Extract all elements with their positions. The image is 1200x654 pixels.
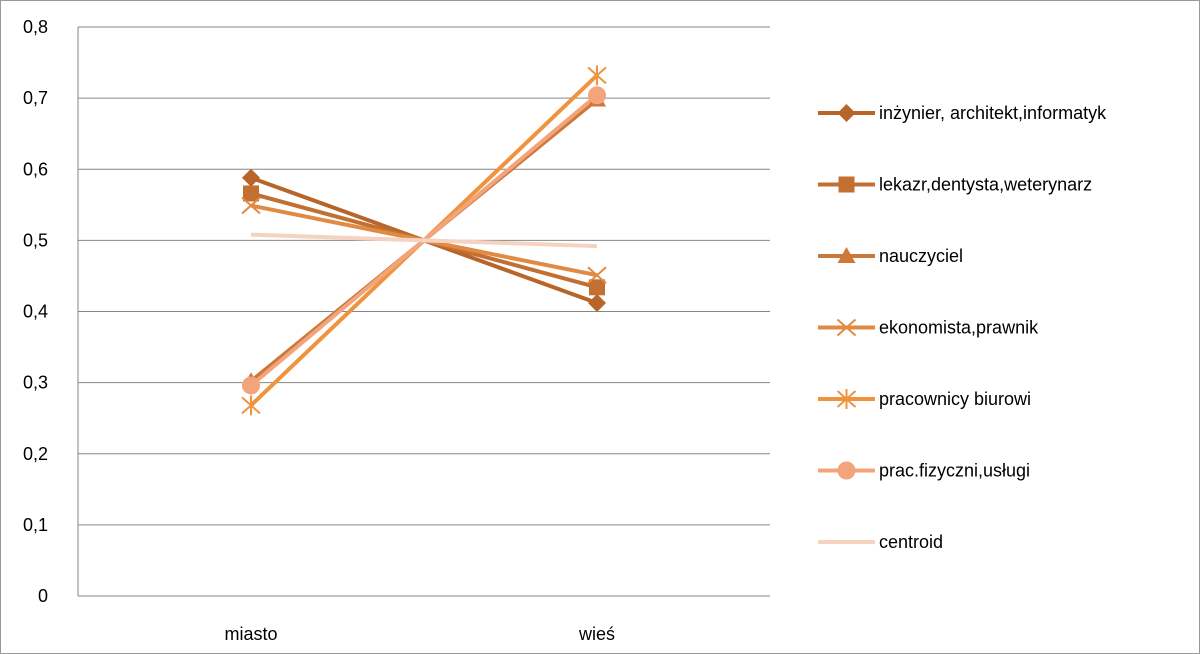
y-tick-label: 0,5 [23, 230, 48, 250]
legend-label: centroid [879, 532, 943, 552]
gridlines [77, 26, 770, 597]
legend-entry: prac.fizyczni,usługi [818, 461, 1030, 481]
marker-stroke [241, 196, 261, 215]
legend-label: ekonomista,prawnik [879, 318, 1039, 338]
legend-entry: inżynier, architekt,informatyk [818, 103, 1107, 123]
legend-entry: lekazr,dentysta,weterynarz [818, 175, 1092, 195]
marker-stroke [836, 318, 857, 337]
series-line [250, 232, 598, 249]
x-tick-label: wieś [578, 624, 615, 644]
data-point [589, 279, 605, 296]
legend-marker [837, 461, 856, 480]
legend-label: lekazr,dentysta,weterynarz [879, 175, 1092, 195]
legend-label: inżynier, architekt,informatyk [879, 103, 1107, 123]
legend-marker [836, 318, 857, 337]
data-point [587, 65, 607, 86]
series-lines [249, 73, 599, 407]
x-tick-labels: miasto wieś [224, 624, 615, 644]
legend-marker [838, 176, 855, 193]
legend: inżynier, architekt,informatyk lekazr,den… [818, 103, 1107, 552]
legend-label: pracownicy biurowi [879, 389, 1031, 409]
legend-entry: centroid [818, 532, 943, 552]
x-tick-label: miasto [224, 624, 277, 644]
series-markers [241, 65, 607, 416]
y-tick-label: 0,7 [23, 88, 48, 108]
data-point [241, 395, 261, 416]
legend-marker [837, 247, 856, 263]
legend-marker [837, 104, 856, 122]
legend-entry: nauczyciel [818, 246, 963, 266]
y-tick-label: 0 [38, 586, 48, 606]
y-tick-label: 0,4 [23, 302, 48, 322]
legend-label: prac.fizyczni,usługi [879, 461, 1030, 481]
data-point [587, 266, 607, 284]
data-point [242, 168, 260, 187]
legend-marker [836, 389, 857, 409]
y-tick-label: 0,1 [23, 515, 48, 535]
legend-entry: pracownicy biurowi [818, 389, 1031, 409]
data-point [242, 376, 260, 395]
data-point [588, 86, 606, 105]
data-point [588, 293, 606, 312]
y-tick-label: 0,6 [23, 159, 48, 179]
data-point [243, 185, 259, 202]
legend-entry: ekonomista,prawnik [818, 318, 1039, 338]
y-tick-label: 0,8 [23, 17, 48, 37]
y-tick-label: 0,3 [23, 373, 48, 393]
y-tick-label: 0,2 [23, 444, 48, 464]
y-tick-labels: 0 0,1 0,2 0,3 0,4 0,5 0,6 0,7 0,8 [23, 17, 48, 606]
legend-label: nauczyciel [879, 246, 963, 266]
marker-stroke [587, 266, 607, 284]
data-point [241, 196, 261, 215]
